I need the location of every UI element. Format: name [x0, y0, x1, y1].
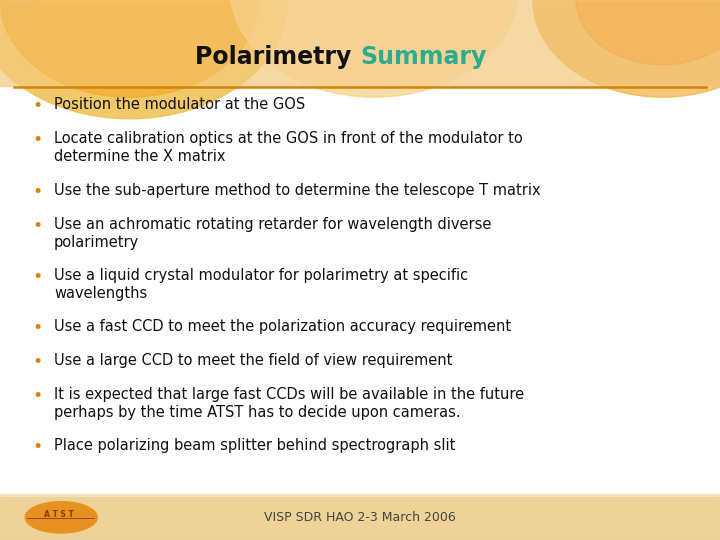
Bar [0, 494, 720, 540]
Bar [0, 497, 720, 540]
Bar [0, 81, 720, 497]
Text: •: • [32, 268, 42, 286]
Text: •: • [32, 353, 42, 371]
Bar [0, 0, 720, 86]
Text: It is expected that large fast CCDs will be available in the future
perhaps by t: It is expected that large fast CCDs will… [54, 387, 524, 420]
Text: •: • [32, 97, 42, 115]
Text: Use a fast CCD to meet the polarization accuracy requirement: Use a fast CCD to meet the polarization … [54, 319, 511, 334]
Text: Use an achromatic rotating retarder for wavelength diverse
polarimetry: Use an achromatic rotating retarder for … [54, 217, 491, 249]
Circle shape [0, 0, 259, 97]
Circle shape [0, 0, 288, 119]
Text: •: • [32, 387, 42, 405]
Text: Use a liquid crystal modulator for polarimetry at specific
wavelengths: Use a liquid crystal modulator for polar… [54, 268, 468, 301]
Text: A T S T: A T S T [44, 510, 74, 519]
Text: Place polarizing beam splitter behind spectrograph slit: Place polarizing beam splitter behind sp… [54, 438, 455, 454]
Text: •: • [32, 183, 42, 200]
Text: Use the sub-aperture method to determine the telescope T matrix: Use the sub-aperture method to determine… [54, 183, 541, 198]
Text: •: • [32, 438, 42, 456]
Circle shape [576, 0, 720, 65]
Text: VISP SDR HAO 2-3 March 2006: VISP SDR HAO 2-3 March 2006 [264, 511, 456, 524]
Text: Locate calibration optics at the GOS in front of the modulator to
determine the : Locate calibration optics at the GOS in … [54, 131, 523, 164]
Text: •: • [32, 217, 42, 234]
Text: •: • [32, 131, 42, 149]
Text: •: • [32, 319, 42, 337]
Circle shape [230, 0, 518, 97]
Text: Polarimetry: Polarimetry [195, 45, 360, 69]
Circle shape [533, 0, 720, 97]
Ellipse shape [25, 502, 97, 533]
Bar [0, 0, 720, 86]
Text: Summary: Summary [360, 45, 487, 69]
Circle shape [0, 0, 43, 22]
Text: Position the modulator at the GOS: Position the modulator at the GOS [54, 97, 305, 112]
Text: Use a large CCD to meet the field of view requirement: Use a large CCD to meet the field of vie… [54, 353, 452, 368]
